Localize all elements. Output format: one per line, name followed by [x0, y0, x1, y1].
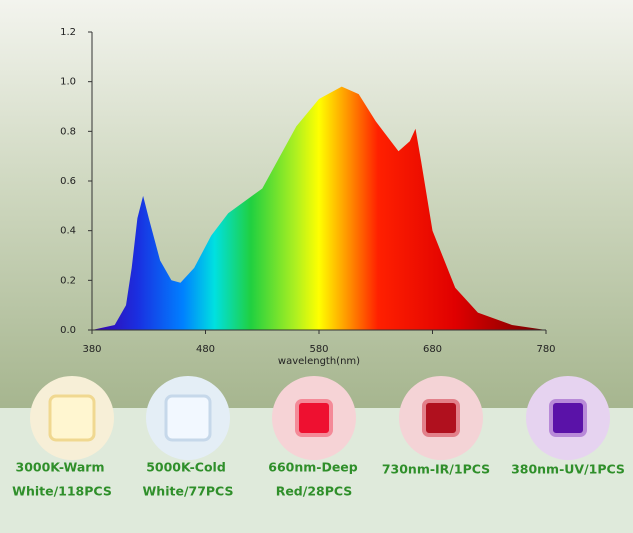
- led-label: White/77PCS: [143, 484, 234, 499]
- x-axis-label: wavelength(nm): [278, 356, 360, 367]
- x-tick-label: 780: [536, 344, 555, 355]
- led-label: 660nm-Deep: [268, 460, 358, 475]
- led-chip: [549, 399, 587, 437]
- y-tick-label: 0.0: [60, 325, 76, 336]
- led-label: 5000K-Cold: [146, 460, 226, 475]
- led-list: 3000K-Warm White/118PCS 5000K-Cold White…: [12, 376, 625, 499]
- y-tick-label: 0.4: [60, 226, 76, 237]
- y-tick-label: 0.8: [60, 126, 76, 137]
- led-chip: [422, 399, 460, 437]
- led-chip: [48, 394, 96, 442]
- x-tick-label: 580: [309, 344, 328, 355]
- spectrum-area: [92, 86, 546, 330]
- y-tick-label: 0.6: [60, 176, 76, 187]
- x-tick-label: 480: [196, 344, 215, 355]
- led-label: 3000K-Warm: [16, 460, 105, 475]
- x-tick-label: 680: [423, 344, 442, 355]
- led-label: 380nm-UV/1PCS: [511, 462, 625, 477]
- x-tick-label: 380: [82, 344, 101, 355]
- y-tick-label: 1.2: [60, 27, 76, 38]
- led-label: Red/28PCS: [276, 484, 353, 499]
- led-chip: [295, 399, 333, 437]
- led-label: White/118PCS: [12, 484, 112, 499]
- y-tick-label: 0.2: [60, 275, 76, 286]
- y-tick-label: 1.0: [60, 77, 76, 88]
- led-chip: [164, 394, 212, 442]
- chart: 0.0 0.2 0.4 0.6 0.8 1.0 1.2 380 480 580 680 780 wave…: [60, 27, 555, 367]
- led-label: 730nm-IR/1PCS: [382, 462, 490, 477]
